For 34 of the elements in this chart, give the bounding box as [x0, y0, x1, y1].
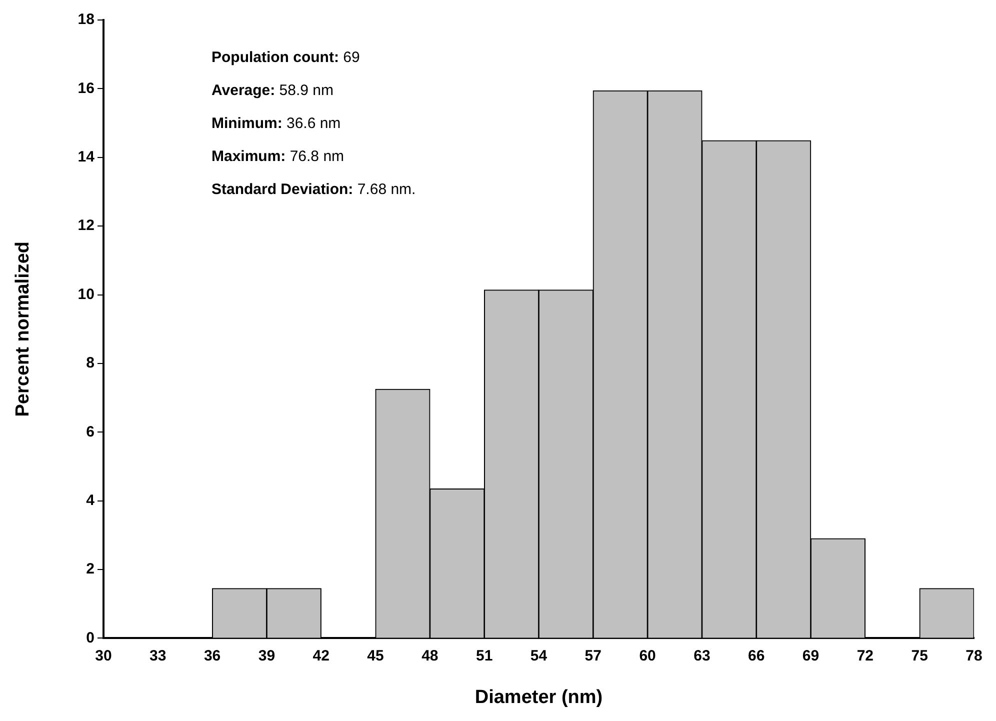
- x-tick-label: 72: [856, 647, 874, 664]
- y-tick-label: 18: [78, 11, 94, 28]
- x-tick-label: 75: [911, 647, 928, 664]
- y-tick-label: 4: [86, 492, 96, 509]
- annotation: Average: 58.9 nm: [211, 82, 334, 100]
- x-tick-label: 54: [530, 647, 548, 664]
- y-tick-label: 6: [86, 423, 94, 440]
- x-tick-label: 39: [258, 647, 276, 664]
- x-tick-label: 33: [150, 647, 166, 664]
- x-tick-label: 45: [367, 647, 384, 664]
- y-tick-label: 12: [78, 217, 94, 234]
- x-tick-label: 51: [476, 647, 493, 664]
- x-tick-label: 57: [584, 647, 602, 664]
- x-tick-label: 66: [748, 647, 765, 664]
- annotation: Standard Deviation: 7.68 nm.: [211, 181, 416, 198]
- y-tick-label: 14: [78, 148, 96, 166]
- x-tick-label: 30: [95, 647, 112, 664]
- x-tick-label: 36: [204, 647, 221, 664]
- y-tick-label: 8: [86, 354, 94, 372]
- x-axis-title: Diameter (nm): [474, 686, 603, 708]
- x-tick-label: 78: [966, 647, 982, 664]
- x-tick-label: 42: [312, 647, 330, 664]
- x-tick-label: 69: [802, 647, 820, 664]
- x-tick-label: 60: [639, 647, 656, 664]
- x-tick-label: 48: [422, 647, 438, 664]
- y-tick-label: 2: [86, 560, 94, 578]
- annotation: Minimum: 36.6 nm: [211, 115, 341, 132]
- y-tick-label: 0: [86, 629, 94, 646]
- y-tick-label: 16: [78, 80, 94, 97]
- y-axis-title: Percent normalized: [12, 241, 34, 417]
- annotation: Population count: 69: [211, 49, 360, 66]
- y-tick-label: 10: [78, 286, 94, 303]
- x-tick-label: 63: [694, 647, 710, 664]
- annotation: Maximum: 76.8 nm: [211, 148, 344, 166]
